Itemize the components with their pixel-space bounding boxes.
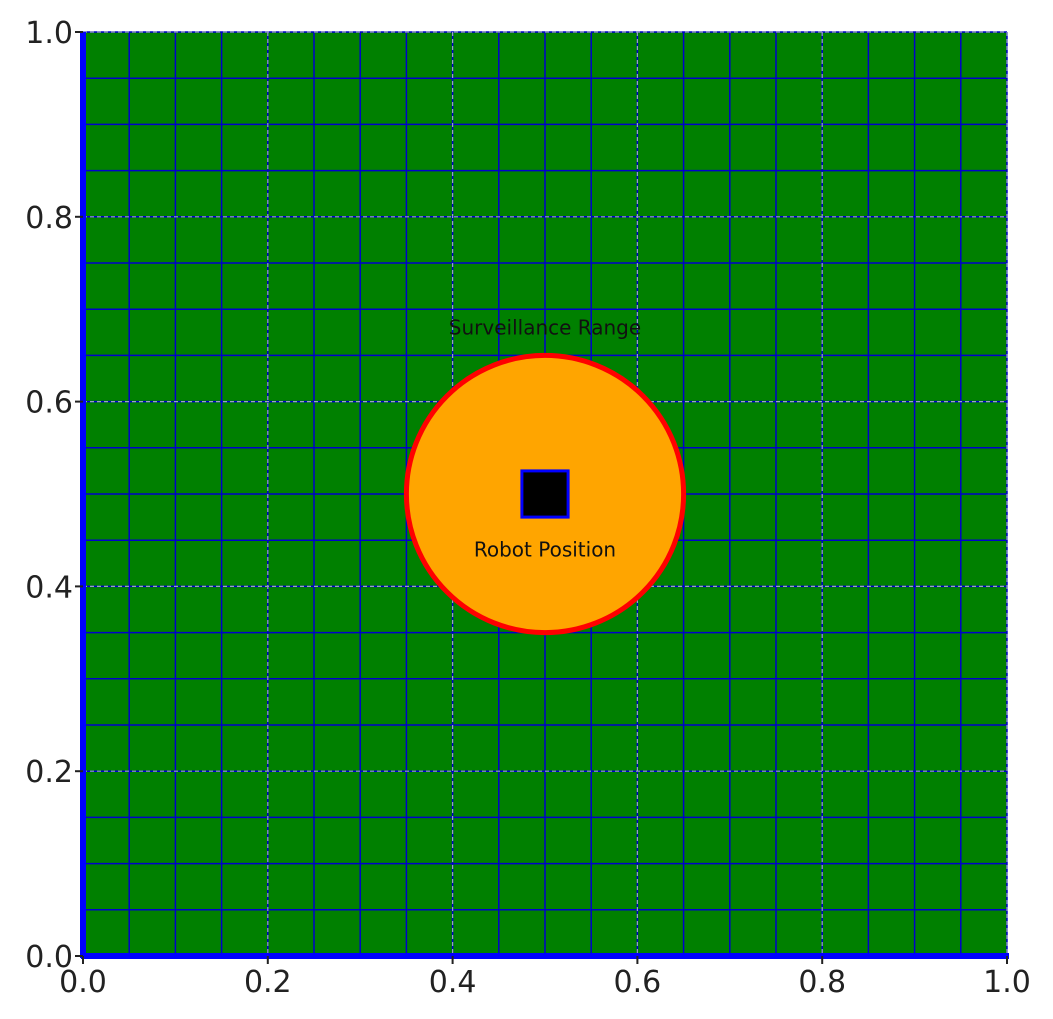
y-axis-ticks: 0.0 0.2 0.4 0.6 0.8 1.0	[25, 16, 83, 975]
surveillance-range-label: Surveillance Range	[449, 316, 641, 340]
y-tick-label: 1.0	[25, 16, 73, 51]
y-tick-label: 0.2	[25, 755, 73, 790]
x-tick-label: 0.0	[59, 965, 107, 1000]
x-tick-label: 0.2	[244, 965, 292, 1000]
x-tick-label: 0.8	[798, 965, 846, 1000]
x-tick-label: 0.6	[614, 965, 662, 1000]
y-tick-label: 0.0	[25, 940, 73, 975]
x-tick-label: 1.0	[983, 965, 1031, 1000]
robot-position-label: Robot Position	[474, 537, 616, 561]
x-axis-ticks: 0.0 0.2 0.4 0.6 0.8 1.0	[59, 956, 1031, 1000]
y-tick-label: 0.6	[25, 386, 73, 421]
y-tick-label: 0.4	[25, 570, 73, 605]
y-tick-label: 0.8	[25, 201, 73, 236]
x-tick-label: 0.4	[429, 965, 477, 1000]
robot-position-marker	[520, 469, 570, 519]
